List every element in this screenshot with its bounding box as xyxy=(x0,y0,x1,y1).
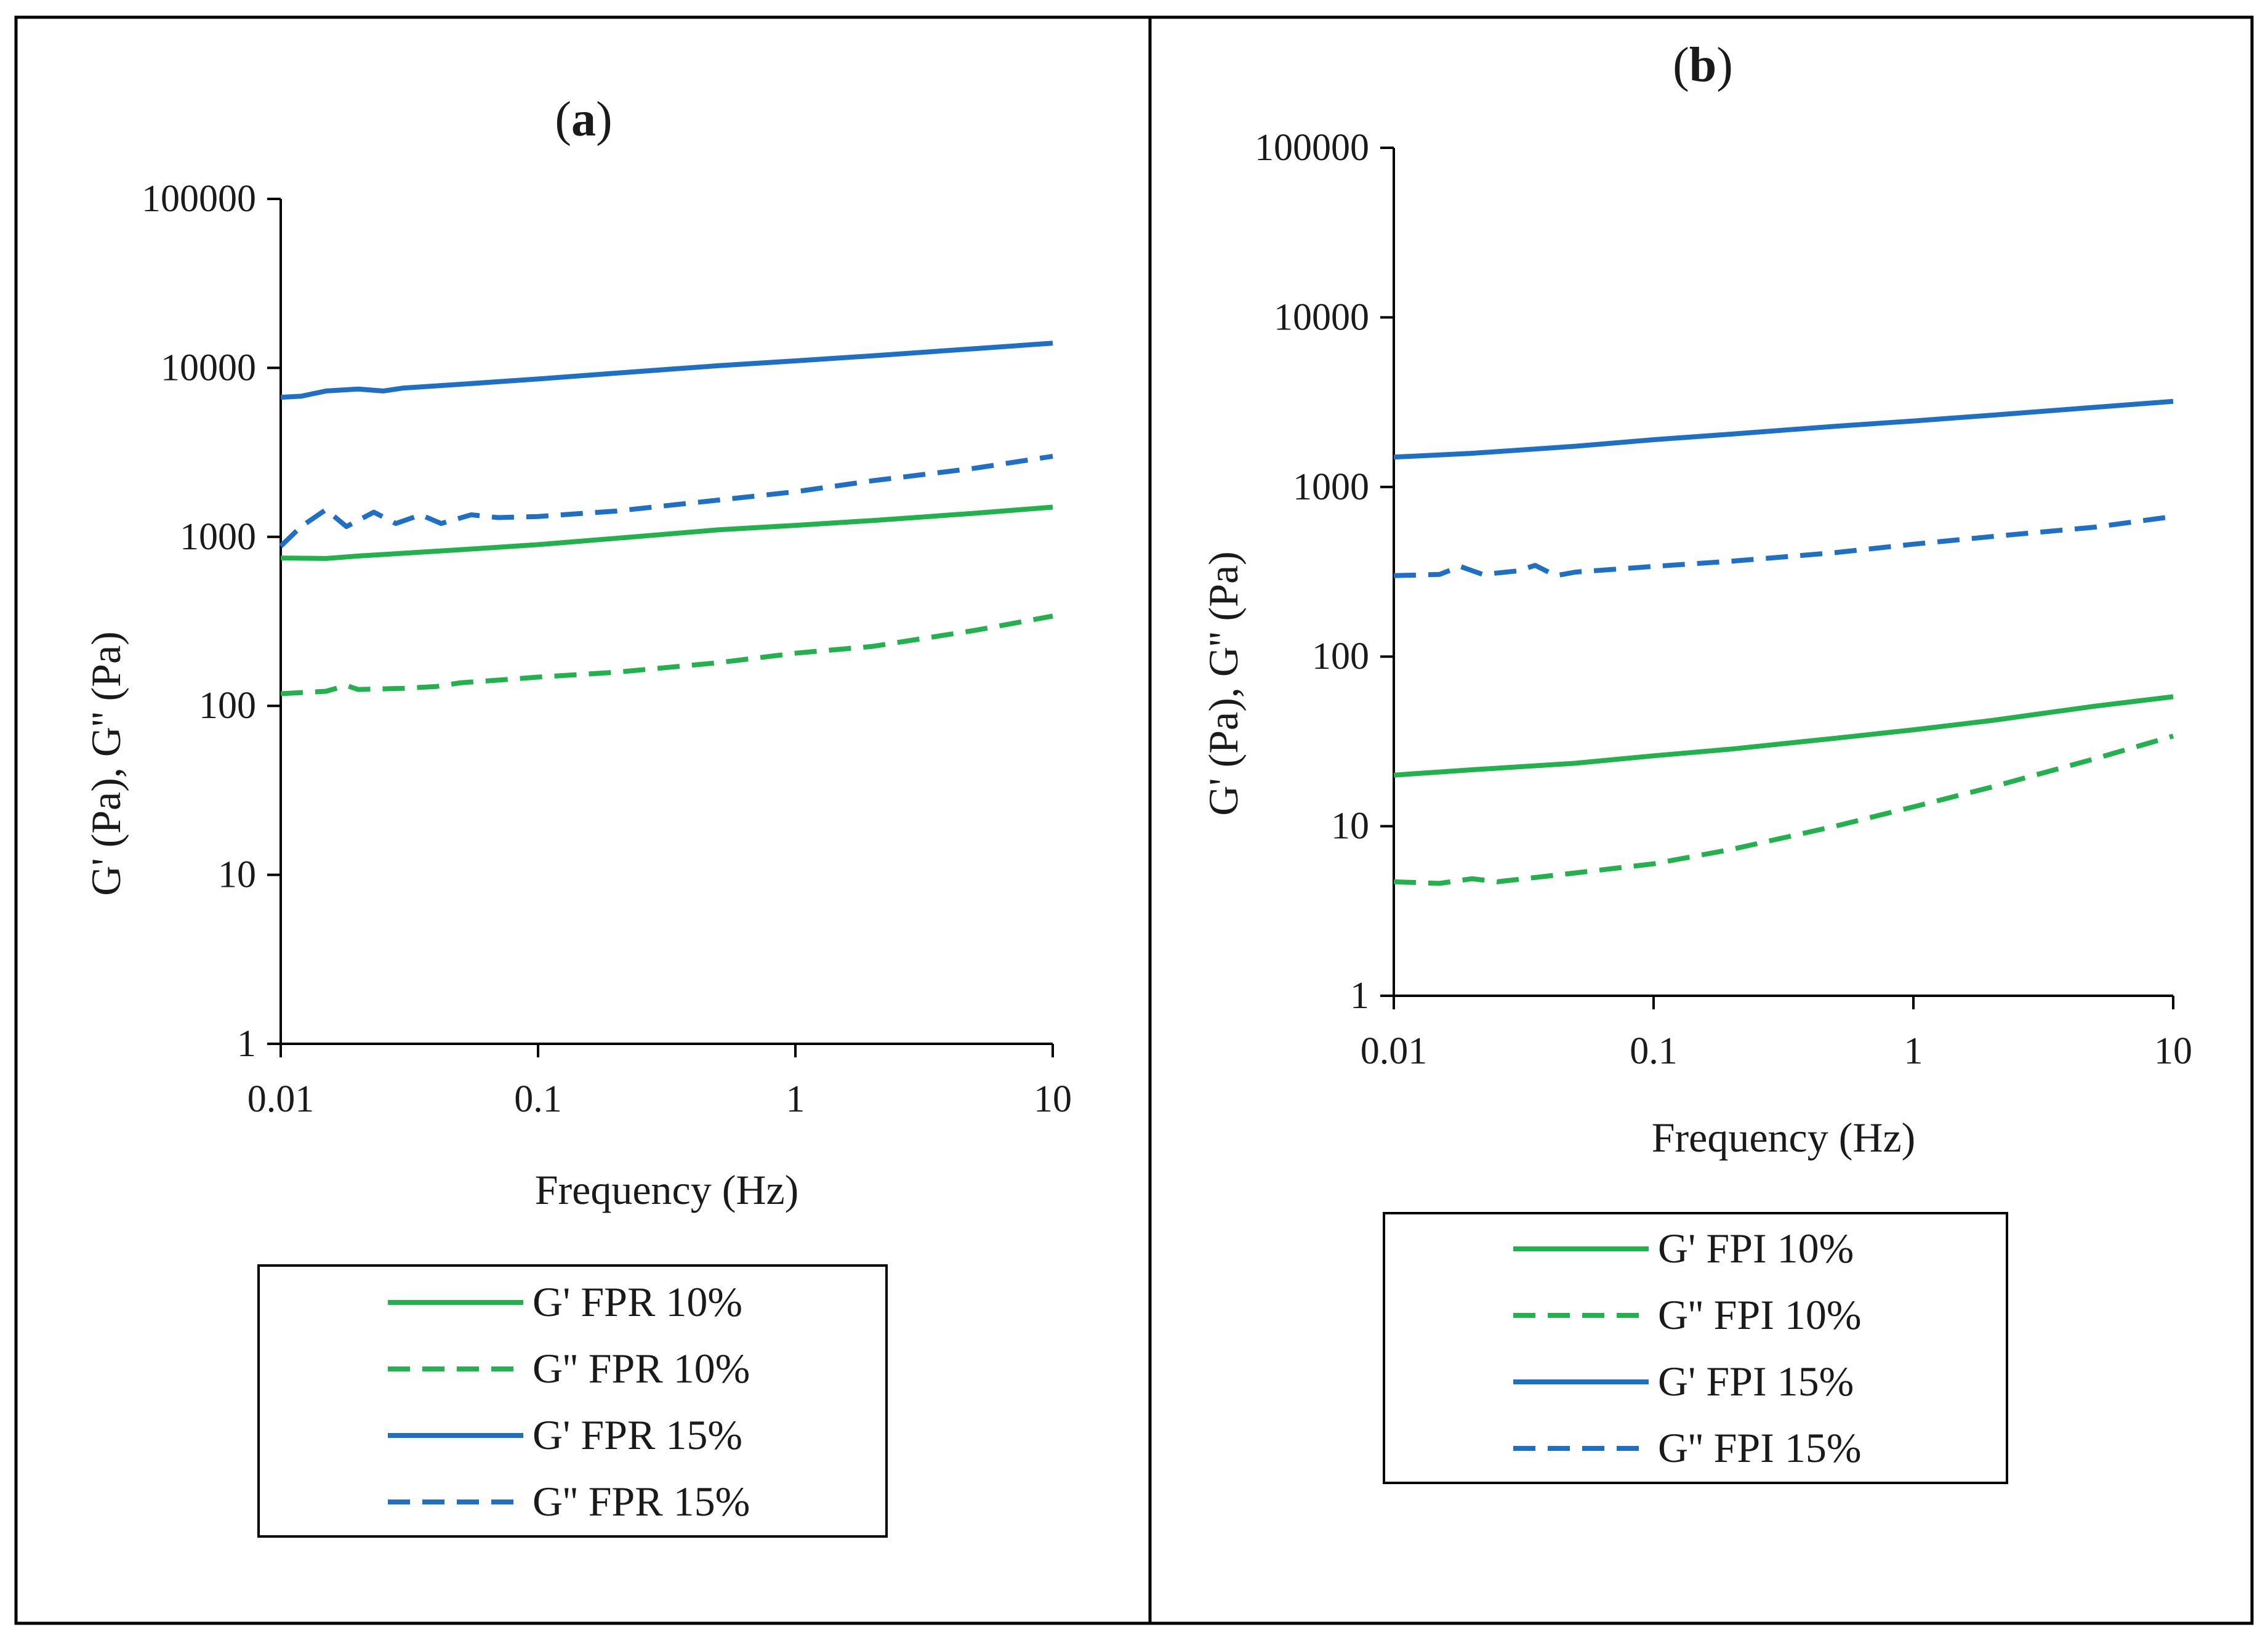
panel-a-x-tick-label: 10 xyxy=(1034,1078,1072,1120)
panel-a-legend-label-3: G' FPR 15% xyxy=(533,1411,742,1458)
panel-b-series-2-line xyxy=(1393,733,2174,886)
panel-a-x-axis-label: Frequency (Hz) xyxy=(535,1166,799,1213)
panel-b-y-tick-label: 10000 xyxy=(1274,296,1369,338)
panel-a-series xyxy=(279,341,1053,696)
panel-a-legend-label-2: G'' FPR 10% xyxy=(533,1345,750,1392)
panel-a-x-ticks: 0.01 0.1 1 10 xyxy=(247,1044,1072,1120)
panel-b-series-4-line xyxy=(1393,514,2174,578)
panel-b-y-tick-label: 1 xyxy=(1350,975,1369,1017)
panel-a-x-tick-label: 0.01 xyxy=(247,1078,315,1120)
panel-a-y-tick-label: 10 xyxy=(218,854,256,896)
panel-b-legend-label-4: G'' FPI 15% xyxy=(1658,1424,1862,1471)
panel-b-x-tick-label: 1 xyxy=(1904,1030,1923,1072)
panel-a-y-tick-label: 10000 xyxy=(161,347,256,389)
panel-a-x-tick-label: 0.1 xyxy=(514,1078,562,1120)
panel-b-title: (b) xyxy=(1673,38,1733,92)
panel-a-y-tick-label: 1000 xyxy=(180,516,256,558)
panel-b-x-tick-label: 0.01 xyxy=(1361,1030,1428,1072)
panel-b-series-1-line xyxy=(1393,694,2174,778)
panel-a-legend xyxy=(257,1264,888,1538)
panel-b-x-ticks: 0.01 0.1 1 10 xyxy=(1361,996,2192,1072)
panel-b-title-letter: b xyxy=(1689,38,1717,92)
panel-a-x-tick-label: 1 xyxy=(786,1078,805,1120)
panel-b-y-axis-label: G' (Pa), G'' (Pa) xyxy=(1200,551,1247,816)
panel-b-y-tick-label: 100 xyxy=(1312,636,1369,677)
panel-b-x-axis-label: Frequency (Hz) xyxy=(1652,1114,1916,1161)
panel-b-series xyxy=(1393,398,2174,886)
panel-b-legend-label-3: G' FPI 15% xyxy=(1658,1358,1854,1405)
panel-b-legend-label-2: G'' FPI 10% xyxy=(1658,1291,1862,1338)
panel-b-y-tick-label: 10 xyxy=(1331,805,1369,847)
panel-a-y-tick-label: 100 xyxy=(199,685,256,727)
panel-a-legend-entries: G' FPR 10% G'' FPR 10% G' FPR 15% G'' FPR 1… xyxy=(388,1278,750,1525)
panel-a-y-axis-label: G' (Pa), G'' (Pa) xyxy=(82,631,129,896)
panel-b-series-3-line xyxy=(1393,398,2174,460)
panel-b-legend-entries: G' FPI 10% G'' FPI 10% G' FPI 15% G'' FPI 1… xyxy=(1513,1225,1862,1471)
panel-b-x-tick-label: 10 xyxy=(2154,1030,2192,1072)
panel-a-y-tick-label: 1 xyxy=(237,1023,256,1065)
panel-b-legend xyxy=(1383,1212,2008,1484)
panel-b-y-tick-label: 100000 xyxy=(1255,127,1369,169)
panel-a-title: (a) xyxy=(555,92,612,147)
panel-a-legend-label-4: G'' FPR 15% xyxy=(533,1478,750,1525)
panel-b-x-tick-label: 0.1 xyxy=(1630,1030,1678,1072)
panel-b: (b) 1 10 100 1000 10000 100000 0.01 0.1 1 10 Fre… xyxy=(1200,38,2192,1484)
panel-a-series-2-line xyxy=(280,613,1053,696)
panel-a-legend-label-1: G' FPR 10% xyxy=(533,1278,742,1325)
panel-b-legend-label-1: G' FPI 10% xyxy=(1658,1225,1854,1272)
panel-a: (a) 1 10 100 1000 10000 100000 0.01 0.1 1 10 Fre… xyxy=(82,92,1072,1538)
panel-b-y-tick-label: 1000 xyxy=(1293,466,1369,508)
panel-a-y-tick-label: 100000 xyxy=(142,178,256,220)
panel-a-y-ticks: 1 10 100 1000 10000 100000 xyxy=(142,178,281,1065)
panel-a-series-3-line xyxy=(280,341,1053,400)
panel-a-series-1-line xyxy=(280,504,1053,561)
panel-b-y-ticks: 1 10 100 1000 10000 100000 xyxy=(1255,127,1394,1017)
panel-a-title-letter: a xyxy=(571,92,596,147)
figure-frame xyxy=(14,15,2254,1625)
panel-a-series-4-line xyxy=(279,453,1053,548)
